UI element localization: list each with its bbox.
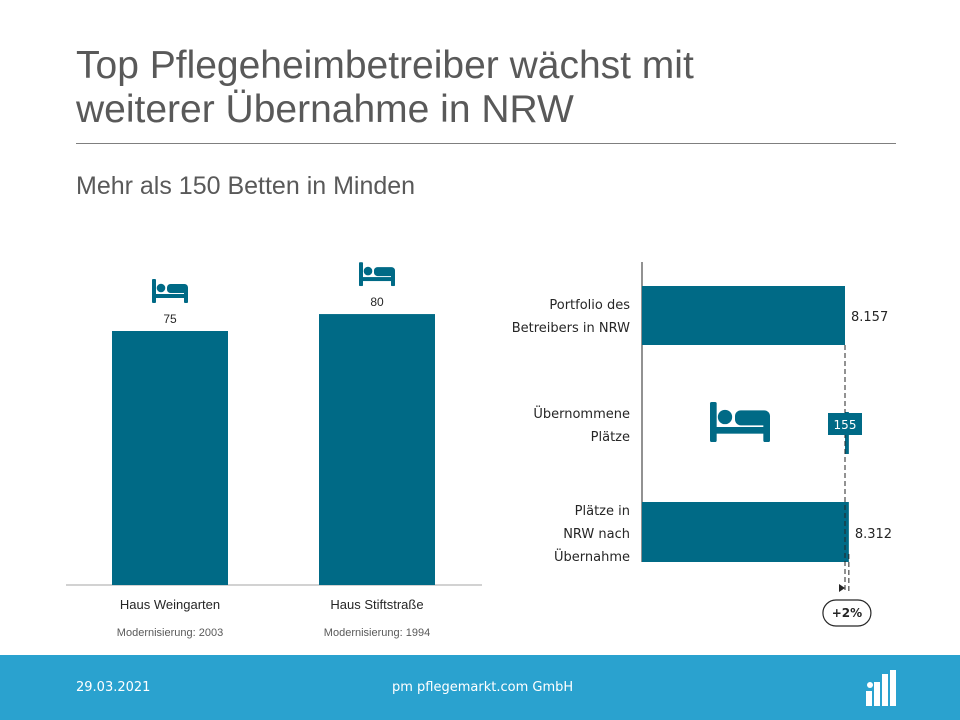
title-line-1: Top Pflegeheimbetreiber wächst mit [76,44,694,87]
growth-annotation: +2% [832,606,862,620]
title-line-2: weiterer Übernahme in NRW [76,88,574,131]
bar-plaetze-nach-uebernahme [642,502,849,562]
row-label-uebernommen-line-1: Übernommene [533,405,630,422]
row-label-portfolio-line-2: Betreibers in NRW [512,321,630,336]
row-label-uebernommen-line-2: Plätze [591,430,630,445]
footer-company: pm pflegemarkt.com GmbH [392,680,574,695]
arrow-head-icon [839,584,845,592]
pflegemarkt-logo-icon [866,670,896,706]
category-label-haus-stiftstrasse: Haus Stiftstraße [330,597,423,612]
footer-bar: 29.03.2021 pm pflegemarkt.com GmbH [0,655,960,720]
modernization-note: Modernisierung: 1994 [324,627,430,639]
bed-icon [359,262,395,287]
chart-area: 75 80 Haus Weingarten Haus Stiftstraße M… [66,262,892,639]
row-label-nach-line-1: Plätze in [575,504,630,519]
row-label-nach-line-2: NRW nach [563,527,630,542]
page-subtitle: Mehr als 150 Betten in Minden [76,172,416,200]
page-title: Top Pflegeheimbetreiber wächst mit weite… [76,44,896,132]
row-label-nach-line-3: Übernahme [554,548,630,565]
bed-icon [152,279,188,303]
bar-value-label: 75 [163,312,177,326]
category-label-haus-weingarten: Haus Weingarten [120,597,220,612]
bar-portfolio-nrw [642,286,845,345]
bar-haus-weingarten [112,331,228,585]
left-bar-chart: 75 80 Haus Weingarten Haus Stiftstraße M… [66,262,482,639]
bar-value-label: 155 [834,418,857,432]
bar-haus-stiftstrasse [319,314,435,585]
bed-icon [710,402,770,442]
modernization-note: Modernisierung: 2003 [117,627,223,639]
growth-badge [822,599,872,627]
footer-date: 29.03.2021 [76,680,151,695]
bar-value-label: 8.157 [851,310,888,325]
title-divider [76,143,896,144]
bar-value-label: 80 [370,295,384,309]
right-waterfall-chart: Portfolio des Betreibers in NRW Übernomm… [512,262,892,627]
delta-value-box [828,413,862,435]
bar-value-label: 8.312 [855,527,892,542]
row-label-portfolio-line-1: Portfolio des [549,298,630,313]
